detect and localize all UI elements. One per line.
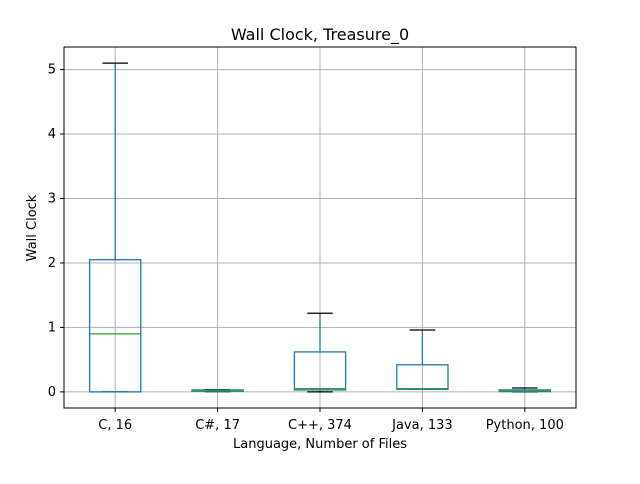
x-axis-label: Language, Number of Files (233, 437, 407, 452)
y-tick-label: 2 (48, 256, 56, 271)
box-group (293, 312, 347, 393)
y-tick-label: 4 (48, 127, 56, 142)
x-tick-label: C, 16 (98, 418, 132, 433)
y-tick-label: 3 (48, 191, 56, 206)
y-tick-label: 1 (48, 320, 56, 335)
box-group (191, 388, 244, 393)
y-tick-label: 5 (48, 63, 56, 78)
box-iqr (88, 259, 142, 393)
chart-title: Wall Clock, Treasure_0 (231, 25, 409, 45)
plot-area-frame (63, 46, 577, 409)
y-tick-label: 0 (48, 385, 56, 400)
box-iqr (293, 351, 347, 391)
y-axis-label: Wall Clock (25, 194, 40, 261)
x-tick-label: C#, 17 (195, 418, 240, 433)
x-tick-label: C++, 374 (288, 418, 352, 433)
box-group (88, 62, 142, 393)
x-tick-label: Python, 100 (486, 418, 564, 433)
x-tick-label: Java, 133 (391, 418, 453, 433)
ticks-layer: 0 1 2 3 4 5 C, 16 C#, 17 C++, 374 Java, 133 Python… (48, 63, 564, 433)
box-group (498, 387, 552, 393)
boxes-layer (88, 62, 552, 393)
box-group (396, 329, 449, 390)
